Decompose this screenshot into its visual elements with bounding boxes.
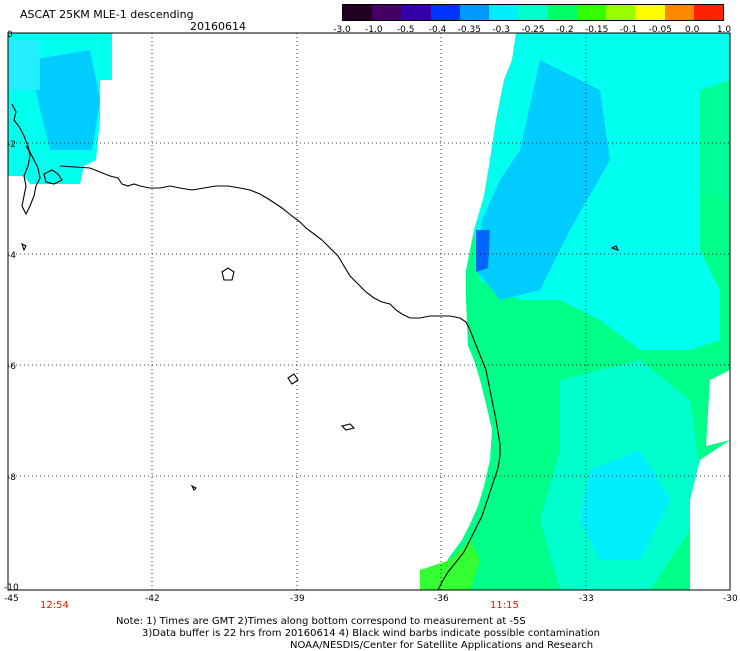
footer-note-2: 3)Data buffer is 22 hrs from 20160614 4)…	[142, 628, 600, 639]
color-scale-label: -0.35	[457, 25, 481, 35]
color-scale-segment	[693, 5, 724, 20]
color-scale-label: -0.25	[521, 25, 545, 35]
swath-right-blue	[476, 60, 610, 300]
swath-right-green-edge	[700, 80, 730, 200]
swath-right-coast-green	[420, 540, 480, 590]
footer-note-1: Note: 1) Times are GMT 2)Times along bot…	[116, 616, 526, 627]
color-scale-segment	[459, 5, 490, 20]
x-label: -36	[434, 594, 449, 604]
color-scale-label: 1.0	[716, 25, 732, 35]
color-scale-label: -0.5	[396, 25, 415, 35]
color-scale-bar	[342, 4, 724, 21]
map-title: ASCAT 25KM MLE-1 descending	[20, 8, 194, 21]
y-label: 0	[7, 30, 13, 40]
x-label: -39	[290, 594, 305, 604]
x-label: -33	[579, 594, 594, 604]
coastline	[11, 103, 620, 591]
y-label: -10	[4, 583, 19, 593]
y-label: -6	[7, 362, 16, 372]
y-label: -8	[7, 473, 16, 483]
color-scale-label: -0.15	[585, 25, 609, 35]
swath-right-lower-blue	[580, 450, 670, 560]
axis-labels: -45 -42 -39 -36 -33 -30 0 -2 -4 -6 -8 -1…	[4, 30, 738, 604]
color-scale-segment	[430, 5, 460, 20]
color-scale-label: -0.2	[556, 25, 574, 35]
color-scale-segment	[576, 5, 607, 20]
color-scale-label: -3.0	[333, 25, 351, 35]
color-scale-segment	[401, 5, 431, 20]
color-scale-segment	[635, 5, 665, 20]
color-scale-label: 0.0	[684, 25, 700, 35]
footer-note-3: NOAA/NESDIS/Center for Satellite Applica…	[290, 640, 594, 651]
swath-left-cyan	[8, 40, 40, 90]
color-scale-label: -0.4	[428, 25, 447, 35]
y-label: -2	[7, 140, 16, 150]
x-label: -42	[145, 594, 160, 604]
time-left: 12:54	[40, 600, 69, 611]
x-label: -45	[4, 594, 19, 604]
color-scale-segment	[664, 5, 694, 20]
grid-lines	[8, 33, 730, 590]
time-right: 11:15	[490, 600, 519, 611]
map-date: 20160614	[190, 20, 246, 33]
color-scale-segment	[343, 5, 373, 20]
color-scale-labels: -3.0 -1.0 -0.5 -0.4 -0.35 -0.3 -0.25 -0.2 -0.15-…	[330, 25, 732, 37]
color-scale-segment	[518, 5, 548, 20]
color-scale-segment	[547, 5, 577, 20]
plot-frame	[7, 32, 731, 591]
color-scale-label: -0.3	[492, 25, 510, 35]
swath-right-edge-mask-2	[706, 370, 730, 446]
color-scale-label: -0.05	[648, 25, 672, 35]
swath-right-edge-mask	[690, 440, 730, 590]
swath-right-deep-blue	[476, 230, 490, 272]
color-scale-label: -0.1	[619, 25, 638, 35]
color-scale-segment	[606, 5, 636, 20]
color-scale-label: -1.0	[365, 25, 383, 35]
x-label: -30	[723, 594, 738, 604]
swath-left-blue	[30, 50, 100, 150]
y-label: -4	[7, 251, 16, 261]
color-scale-segment	[489, 5, 519, 20]
color-scale-segment	[372, 5, 402, 20]
